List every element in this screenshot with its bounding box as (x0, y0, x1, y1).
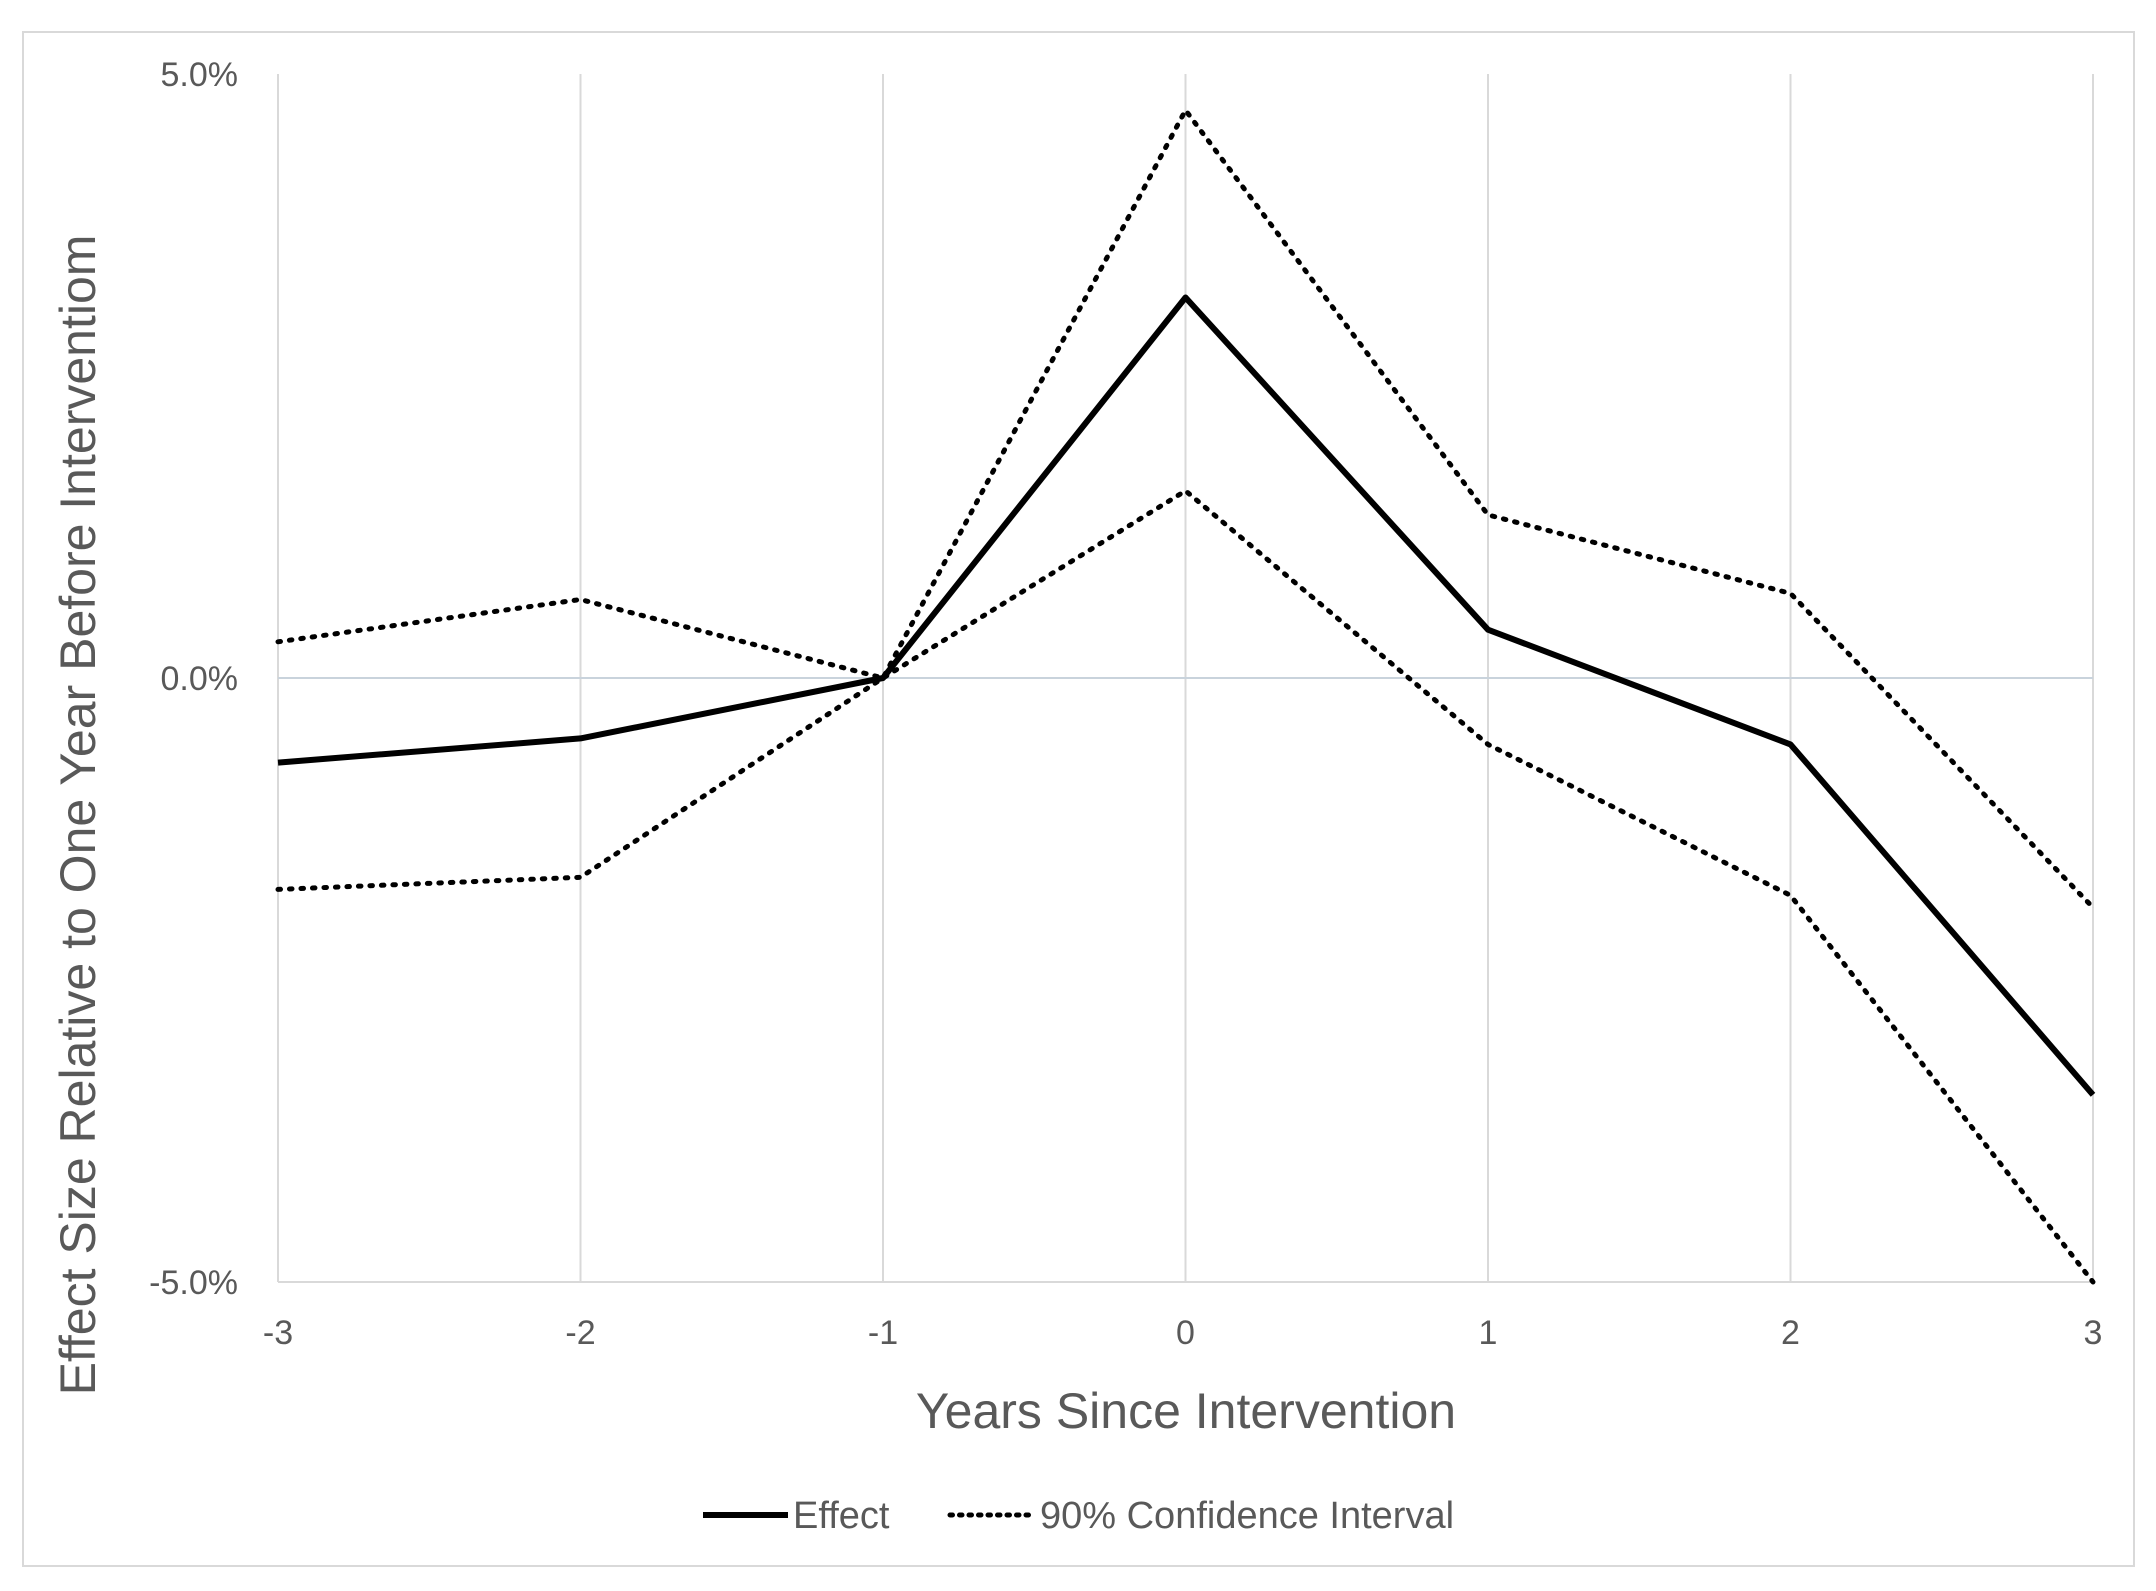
x-tick-label: -3 (263, 1314, 293, 1352)
x-tick-label: -1 (868, 1314, 898, 1352)
x-tick-label: 1 (1479, 1314, 1498, 1352)
tick-labels: -3 -2 -1 0 1 2 3 5.0% 0.0% -5.0% (149, 56, 2102, 1352)
legend-effect-label: Effect (793, 1495, 890, 1537)
legend: Effect 90% Confidence Interval (703, 1495, 1454, 1537)
x-tick-label: 2 (1781, 1314, 1800, 1352)
x-tick-label: 0 (1176, 1314, 1195, 1352)
x-tick-label: -2 (565, 1314, 595, 1352)
x-axis-title: Years Since Intervention (916, 1383, 1456, 1439)
chart-frame (22, 31, 2135, 1567)
y-axis-title: Effect Size Relative to One Year Before … (50, 235, 106, 1396)
legend-ci-label: 90% Confidence Interval (1040, 1495, 1454, 1537)
x-tick-label: 3 (2084, 1314, 2103, 1352)
gridlines (277, 74, 2094, 1283)
y-tick-label: 5.0% (161, 56, 239, 94)
series-lines (275, 107, 2096, 1285)
y-tick-label: -5.0% (149, 1264, 238, 1302)
y-tick-label: 0.0% (161, 660, 239, 698)
